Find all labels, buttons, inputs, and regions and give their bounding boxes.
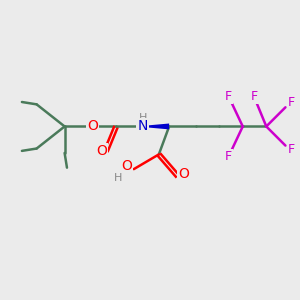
Text: F: F xyxy=(288,96,295,110)
Text: O: O xyxy=(96,145,107,158)
Text: N: N xyxy=(137,119,148,134)
Text: F: F xyxy=(288,143,295,157)
Text: F: F xyxy=(224,90,232,103)
Text: O: O xyxy=(121,159,132,173)
Polygon shape xyxy=(142,124,169,129)
Text: O: O xyxy=(87,119,98,134)
Text: F: F xyxy=(251,90,258,103)
Text: F: F xyxy=(224,150,232,163)
Text: O: O xyxy=(178,167,189,181)
Text: H: H xyxy=(113,173,122,183)
Text: H: H xyxy=(139,112,147,123)
